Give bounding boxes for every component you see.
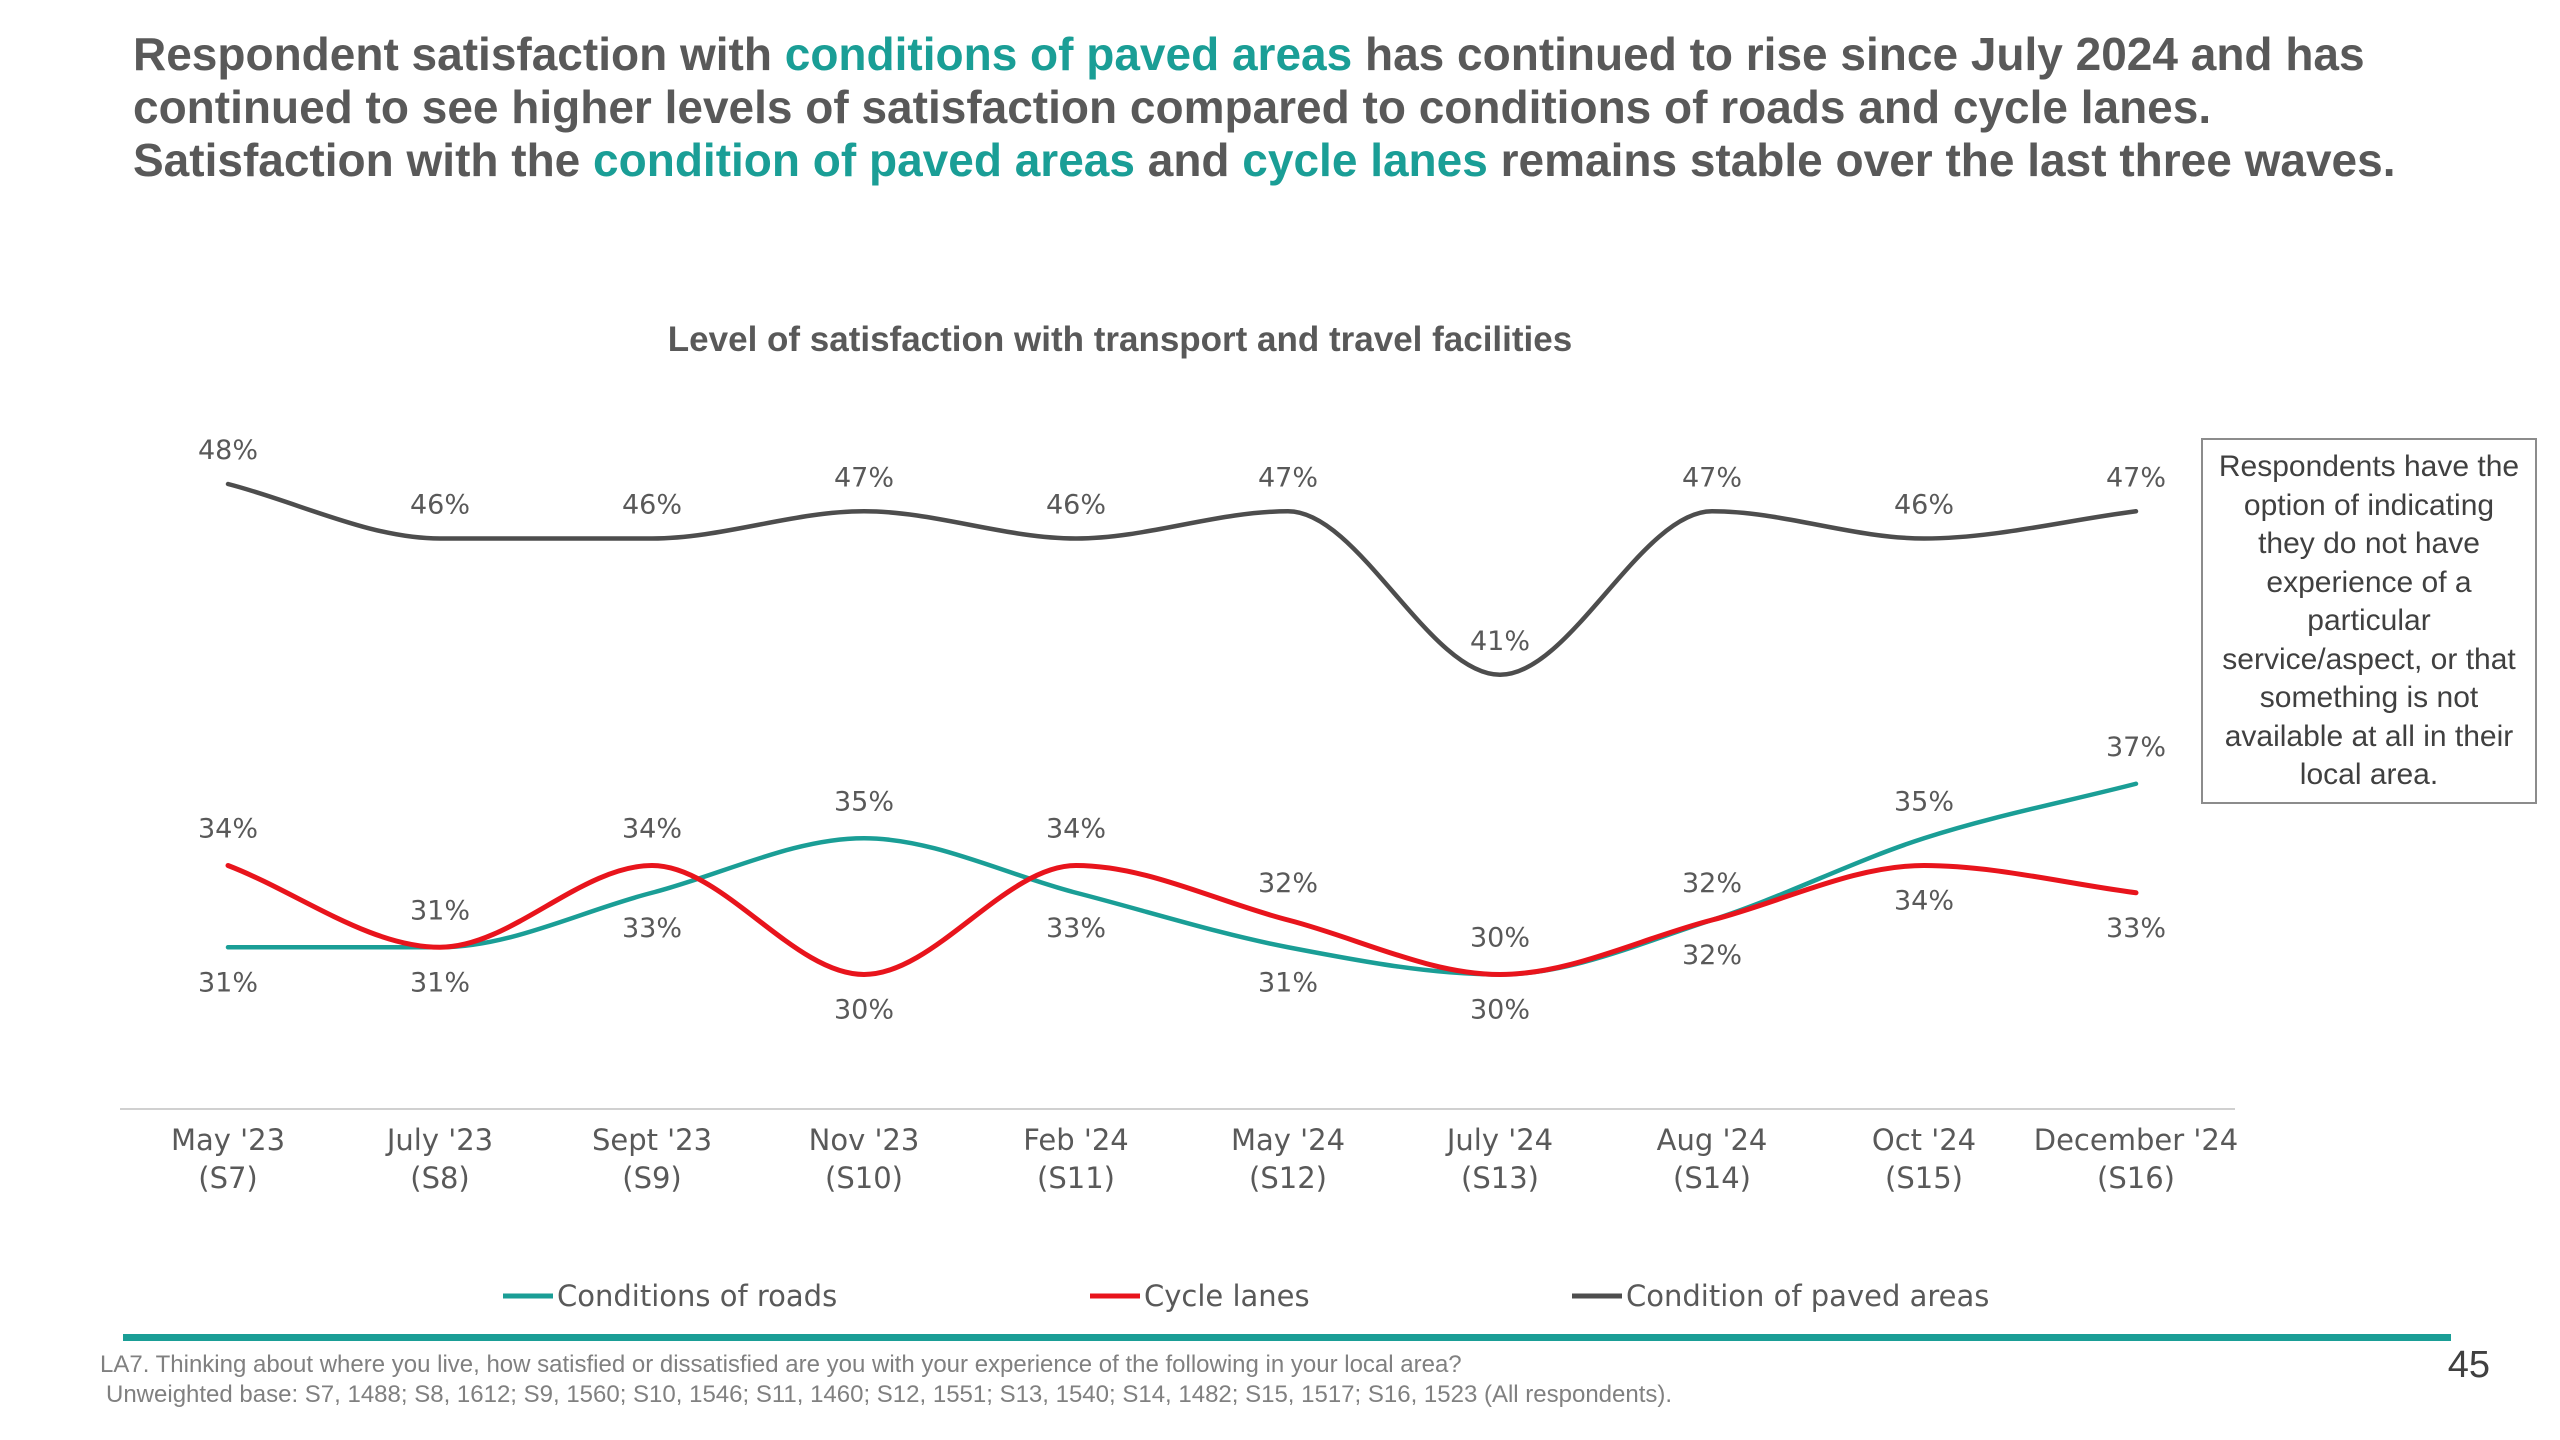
- page-headline: Respondent satisfaction with conditions …: [133, 28, 2433, 187]
- data-label: 31%: [410, 895, 470, 926]
- footnote-base: Unweighted base: S7, 1488; S8, 1612; S9,…: [106, 1381, 1673, 1408]
- legend-label: Condition of paved areas: [1626, 1279, 1989, 1313]
- data-label: 47%: [1682, 462, 1742, 493]
- headline-highlight-1: conditions of paved areas: [784, 28, 1353, 80]
- x-tick-label: May '24 (S12): [1231, 1123, 1345, 1195]
- data-label: 35%: [834, 786, 894, 817]
- data-label: 32%: [1682, 868, 1742, 899]
- divider-rule: [123, 1334, 2451, 1341]
- data-label: 35%: [1894, 786, 1954, 817]
- x-tick-label: May '23 (S7): [171, 1123, 285, 1195]
- data-label: 32%: [1682, 940, 1742, 971]
- data-label: 33%: [1046, 913, 1106, 944]
- headline-highlight-2: condition of paved areas: [593, 134, 1135, 186]
- headline-text-1: Respondent satisfaction with: [133, 28, 785, 80]
- series-line-cycle-lanes: [225, 863, 2139, 977]
- x-tick-label: Aug '24 (S14): [1657, 1123, 1768, 1195]
- data-label: 34%: [622, 814, 682, 845]
- data-label: 33%: [2106, 913, 2166, 944]
- chart-title: Level of satisfaction with transport and…: [667, 320, 1573, 359]
- data-label: 31%: [198, 967, 258, 998]
- x-tick-label: July '23 (S8): [385, 1123, 493, 1195]
- data-label: 46%: [1894, 490, 1954, 521]
- footnote: LA7. Thinking about where you live, how …: [100, 1350, 1672, 1410]
- headline-text-3: and: [1134, 134, 1243, 186]
- data-label: 30%: [1470, 995, 1530, 1026]
- series-line-condition-of-paved-areas: [225, 481, 2139, 677]
- legend-label: Conditions of roads: [557, 1279, 837, 1313]
- x-tick-label: December '24 (S16): [2034, 1123, 2238, 1195]
- headline-text-4: remains stable over the last three waves…: [1487, 134, 2396, 186]
- headline-highlight-3: cycle lanes: [1242, 134, 1488, 186]
- data-label: 31%: [410, 967, 470, 998]
- x-tick-label: Feb '24 (S11): [1023, 1123, 1128, 1195]
- data-label: 47%: [1258, 462, 1318, 493]
- data-label: 46%: [410, 490, 470, 521]
- data-label: 41%: [1470, 626, 1530, 657]
- legend-label: Cycle lanes: [1144, 1279, 1310, 1313]
- data-label: 47%: [834, 462, 894, 493]
- x-tick-label: Oct '24 (S15): [1872, 1123, 1976, 1195]
- series-line-conditions-of-roads: [225, 781, 2139, 977]
- page-number: 45: [2447, 1344, 2490, 1386]
- x-tick-label: Sept '23 (S9): [592, 1123, 712, 1195]
- data-label: 46%: [622, 490, 682, 521]
- data-label: 32%: [1258, 868, 1318, 899]
- footnote-question: LA7. Thinking about where you live, how …: [100, 1351, 1462, 1378]
- data-label: 34%: [1046, 814, 1106, 845]
- headline-text-2: has continued to rise since July 2024 an…: [133, 28, 2365, 186]
- note-box: Respondents have the option of indicatin…: [2201, 438, 2537, 804]
- data-label: 48%: [198, 435, 258, 466]
- data-label: 30%: [1470, 923, 1530, 954]
- data-label: 30%: [834, 995, 894, 1026]
- data-label: 46%: [1046, 490, 1106, 521]
- data-label: 34%: [1894, 886, 1954, 917]
- data-label: 31%: [1258, 967, 1318, 998]
- data-label: 37%: [2106, 732, 2166, 763]
- x-tick-label: Nov '23 (S10): [809, 1123, 920, 1195]
- data-label: 47%: [2106, 462, 2166, 493]
- data-label: 34%: [198, 814, 258, 845]
- data-label: 33%: [622, 913, 682, 944]
- x-tick-label: July '24 (S13): [1445, 1123, 1553, 1195]
